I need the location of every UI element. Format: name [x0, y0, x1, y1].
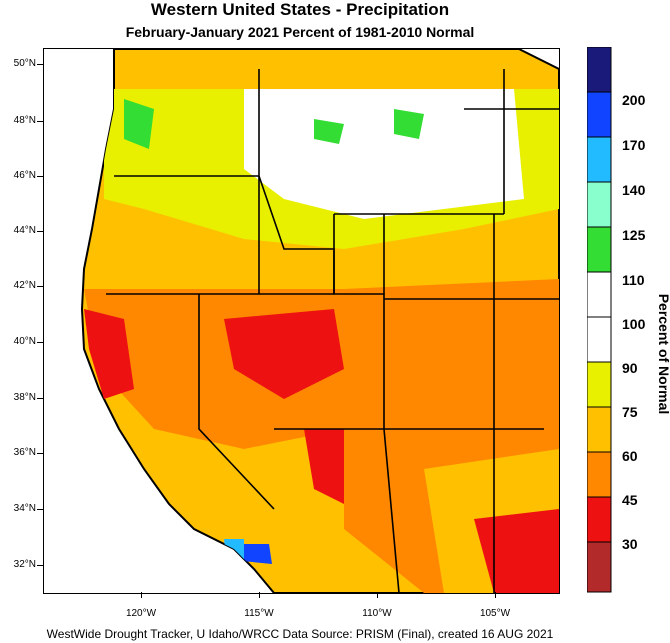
map-subtitle: February-January 2021 Percent of 1981-20…: [125, 24, 475, 40]
lat-label-34: 34°N: [13, 503, 36, 514]
colorbar-bin: [587, 406, 612, 453]
colorbar-bin: [587, 451, 612, 498]
lat-tick: [37, 176, 43, 177]
colorbar-bin: [587, 541, 612, 593]
lon-label-105: 105°W: [479, 608, 511, 619]
precipitation-map: [43, 48, 560, 594]
colorbar-label-200: 200: [622, 92, 646, 108]
colorbar-title: Percent of Normal: [656, 293, 670, 415]
colorbar-label-45: 45: [622, 492, 638, 508]
socal-cyan: [224, 539, 244, 559]
mt-green: [314, 119, 344, 144]
colorbar-label-110: 110: [622, 272, 645, 288]
colorbar-bin: [587, 316, 612, 363]
lat-label-38: 38°N: [13, 392, 36, 403]
tx-red: [474, 509, 559, 593]
colorbar-label-125: 125: [622, 227, 646, 243]
lat-label-50: 50°N: [13, 58, 36, 69]
lat-label-46: 46°N: [13, 170, 36, 181]
footer-credit: WestWide Drought Tracker, U Idaho/WRCC D…: [46, 627, 554, 641]
colorbar-bin: [587, 496, 612, 543]
colorbar-label-30: 30: [622, 536, 638, 552]
lon-label-120: 120°W: [125, 608, 157, 619]
colorbar-label-140: 140: [622, 182, 646, 198]
socal-blue: [239, 544, 272, 564]
colorbar-svg: [587, 47, 612, 593]
lon-tick: [495, 592, 496, 598]
nv-ut-red: [224, 309, 344, 399]
mt-green-2: [394, 109, 424, 139]
lat-tick: [37, 342, 43, 343]
ca-red: [84, 309, 134, 399]
lon-tick: [141, 592, 142, 598]
lat-label-32: 32°N: [13, 559, 36, 570]
lat-tick: [37, 398, 43, 399]
lat-tick: [37, 565, 43, 566]
colorbar-label-100: 100: [622, 316, 646, 332]
lon-label-110: 110°W: [362, 608, 392, 619]
lon-tick: [377, 592, 378, 598]
colorbar-bin: [587, 91, 612, 138]
colorbar-label-60: 60: [622, 448, 638, 464]
colorbar-label-90: 90: [622, 360, 638, 376]
colorbar-label-75: 75: [622, 404, 638, 420]
lon-tick: [259, 592, 260, 598]
colorbar-bin: [587, 47, 612, 93]
colorbar-bin: [587, 226, 612, 273]
map-title: Western United States - Precipitation: [150, 0, 450, 19]
lon-label-115: 115°W: [244, 608, 274, 619]
colorbar-bin: [587, 361, 612, 408]
colorbar-bin: [587, 136, 612, 183]
lat-tick: [37, 121, 43, 122]
colorbar-label-170: 170: [622, 137, 646, 153]
lat-label-44: 44°N: [13, 225, 36, 236]
lat-label-36: 36°N: [13, 447, 36, 458]
lat-tick: [37, 64, 43, 65]
wa-green: [124, 99, 154, 149]
lat-label-48: 48°N: [13, 115, 36, 126]
lat-label-42: 42°N: [13, 280, 36, 291]
lat-tick: [37, 509, 43, 510]
lat-tick: [37, 286, 43, 287]
colorbar-bin: [587, 271, 612, 318]
lat-label-40: 40°N: [13, 336, 36, 347]
lat-tick: [37, 231, 43, 232]
map-svg: [80, 49, 559, 593]
lat-tick: [37, 453, 43, 454]
state-borders: [106, 69, 559, 593]
colorbar-bin: [587, 181, 612, 228]
